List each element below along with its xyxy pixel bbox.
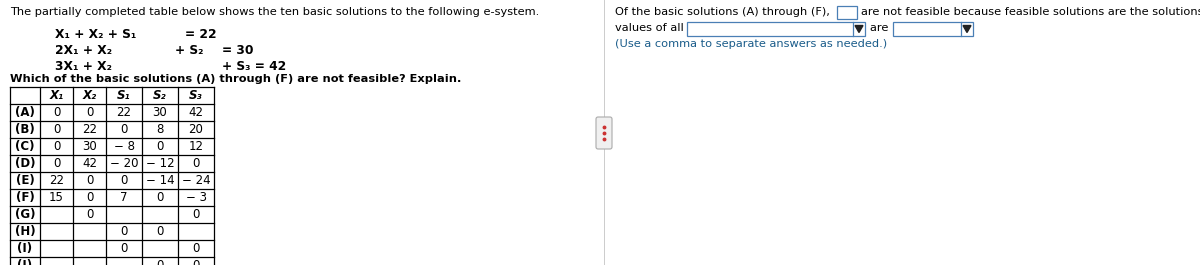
Polygon shape — [964, 25, 971, 33]
Text: (H): (H) — [14, 225, 35, 238]
Text: values of all: values of all — [616, 23, 688, 33]
Text: S₁: S₁ — [118, 89, 131, 102]
Text: (Use a comma to separate answers as needed.): (Use a comma to separate answers as need… — [616, 39, 887, 49]
Text: = 30: = 30 — [222, 44, 253, 57]
Text: 2X₁ + X₂: 2X₁ + X₂ — [55, 44, 112, 57]
Text: S₂: S₂ — [154, 89, 167, 102]
Text: 0: 0 — [120, 225, 127, 238]
Text: 42: 42 — [188, 106, 204, 119]
Text: 0: 0 — [156, 140, 163, 153]
Text: (E): (E) — [16, 174, 35, 187]
Text: 0: 0 — [53, 140, 60, 153]
Text: 0: 0 — [53, 123, 60, 136]
Text: are: are — [870, 23, 892, 33]
Text: The partially completed table below shows the ten basic solutions to the followi: The partially completed table below show… — [10, 7, 539, 17]
Text: 0: 0 — [86, 208, 94, 221]
Text: 0: 0 — [53, 157, 60, 170]
Text: (I): (I) — [18, 242, 32, 255]
Text: (A): (A) — [16, 106, 35, 119]
Text: − 14: − 14 — [145, 174, 174, 187]
Text: 8: 8 — [156, 123, 163, 136]
Text: − 12: − 12 — [145, 157, 174, 170]
Text: 0: 0 — [192, 157, 199, 170]
Text: are not feasible because feasible solutions are the solutions in which the: are not feasible because feasible soluti… — [862, 7, 1200, 17]
Text: (C): (C) — [16, 140, 35, 153]
Text: S₃: S₃ — [190, 89, 203, 102]
Text: − 24: − 24 — [181, 174, 210, 187]
Text: (D): (D) — [14, 157, 35, 170]
Text: 0: 0 — [192, 259, 199, 265]
FancyBboxPatch shape — [893, 22, 973, 36]
Text: 42: 42 — [82, 157, 97, 170]
Text: = 22: = 22 — [185, 28, 217, 41]
Text: 0: 0 — [86, 191, 94, 204]
Text: 0: 0 — [192, 242, 199, 255]
Text: 15: 15 — [49, 191, 64, 204]
FancyBboxPatch shape — [596, 117, 612, 149]
Text: 0: 0 — [192, 208, 199, 221]
Text: + S₂: + S₂ — [175, 44, 204, 57]
Text: 0: 0 — [120, 123, 127, 136]
Text: 0: 0 — [120, 242, 127, 255]
Polygon shape — [854, 25, 863, 33]
Text: 0: 0 — [156, 259, 163, 265]
Text: 0: 0 — [156, 225, 163, 238]
Text: 30: 30 — [152, 106, 167, 119]
Text: + S₃ = 42: + S₃ = 42 — [222, 60, 287, 73]
Text: 0: 0 — [86, 174, 94, 187]
Text: (B): (B) — [16, 123, 35, 136]
Text: Of the basic solutions (A) through (F),: Of the basic solutions (A) through (F), — [616, 7, 834, 17]
Text: 0: 0 — [53, 106, 60, 119]
Text: 3X₁ + X₂: 3X₁ + X₂ — [55, 60, 112, 73]
Text: 12: 12 — [188, 140, 204, 153]
Text: Which of the basic solutions (A) through (F) are not feasible? Explain.: Which of the basic solutions (A) through… — [10, 74, 461, 84]
Text: 22: 22 — [82, 123, 97, 136]
Text: X₁: X₁ — [49, 89, 64, 102]
Text: 7: 7 — [120, 191, 127, 204]
Text: − 20: − 20 — [109, 157, 138, 170]
Text: X₁ + X₂ + S₁: X₁ + X₂ + S₁ — [55, 28, 137, 41]
Text: 22: 22 — [116, 106, 132, 119]
Text: (J): (J) — [18, 259, 32, 265]
Text: (G): (G) — [14, 208, 35, 221]
Text: 22: 22 — [49, 174, 64, 187]
Text: 0: 0 — [156, 191, 163, 204]
Text: 0: 0 — [86, 106, 94, 119]
Text: − 8: − 8 — [114, 140, 134, 153]
Text: − 3: − 3 — [186, 191, 206, 204]
FancyBboxPatch shape — [838, 6, 857, 19]
Text: 30: 30 — [82, 140, 97, 153]
Text: X₂: X₂ — [83, 89, 96, 102]
Text: (F): (F) — [16, 191, 35, 204]
FancyBboxPatch shape — [686, 22, 865, 36]
Text: 0: 0 — [120, 174, 127, 187]
Text: 20: 20 — [188, 123, 204, 136]
